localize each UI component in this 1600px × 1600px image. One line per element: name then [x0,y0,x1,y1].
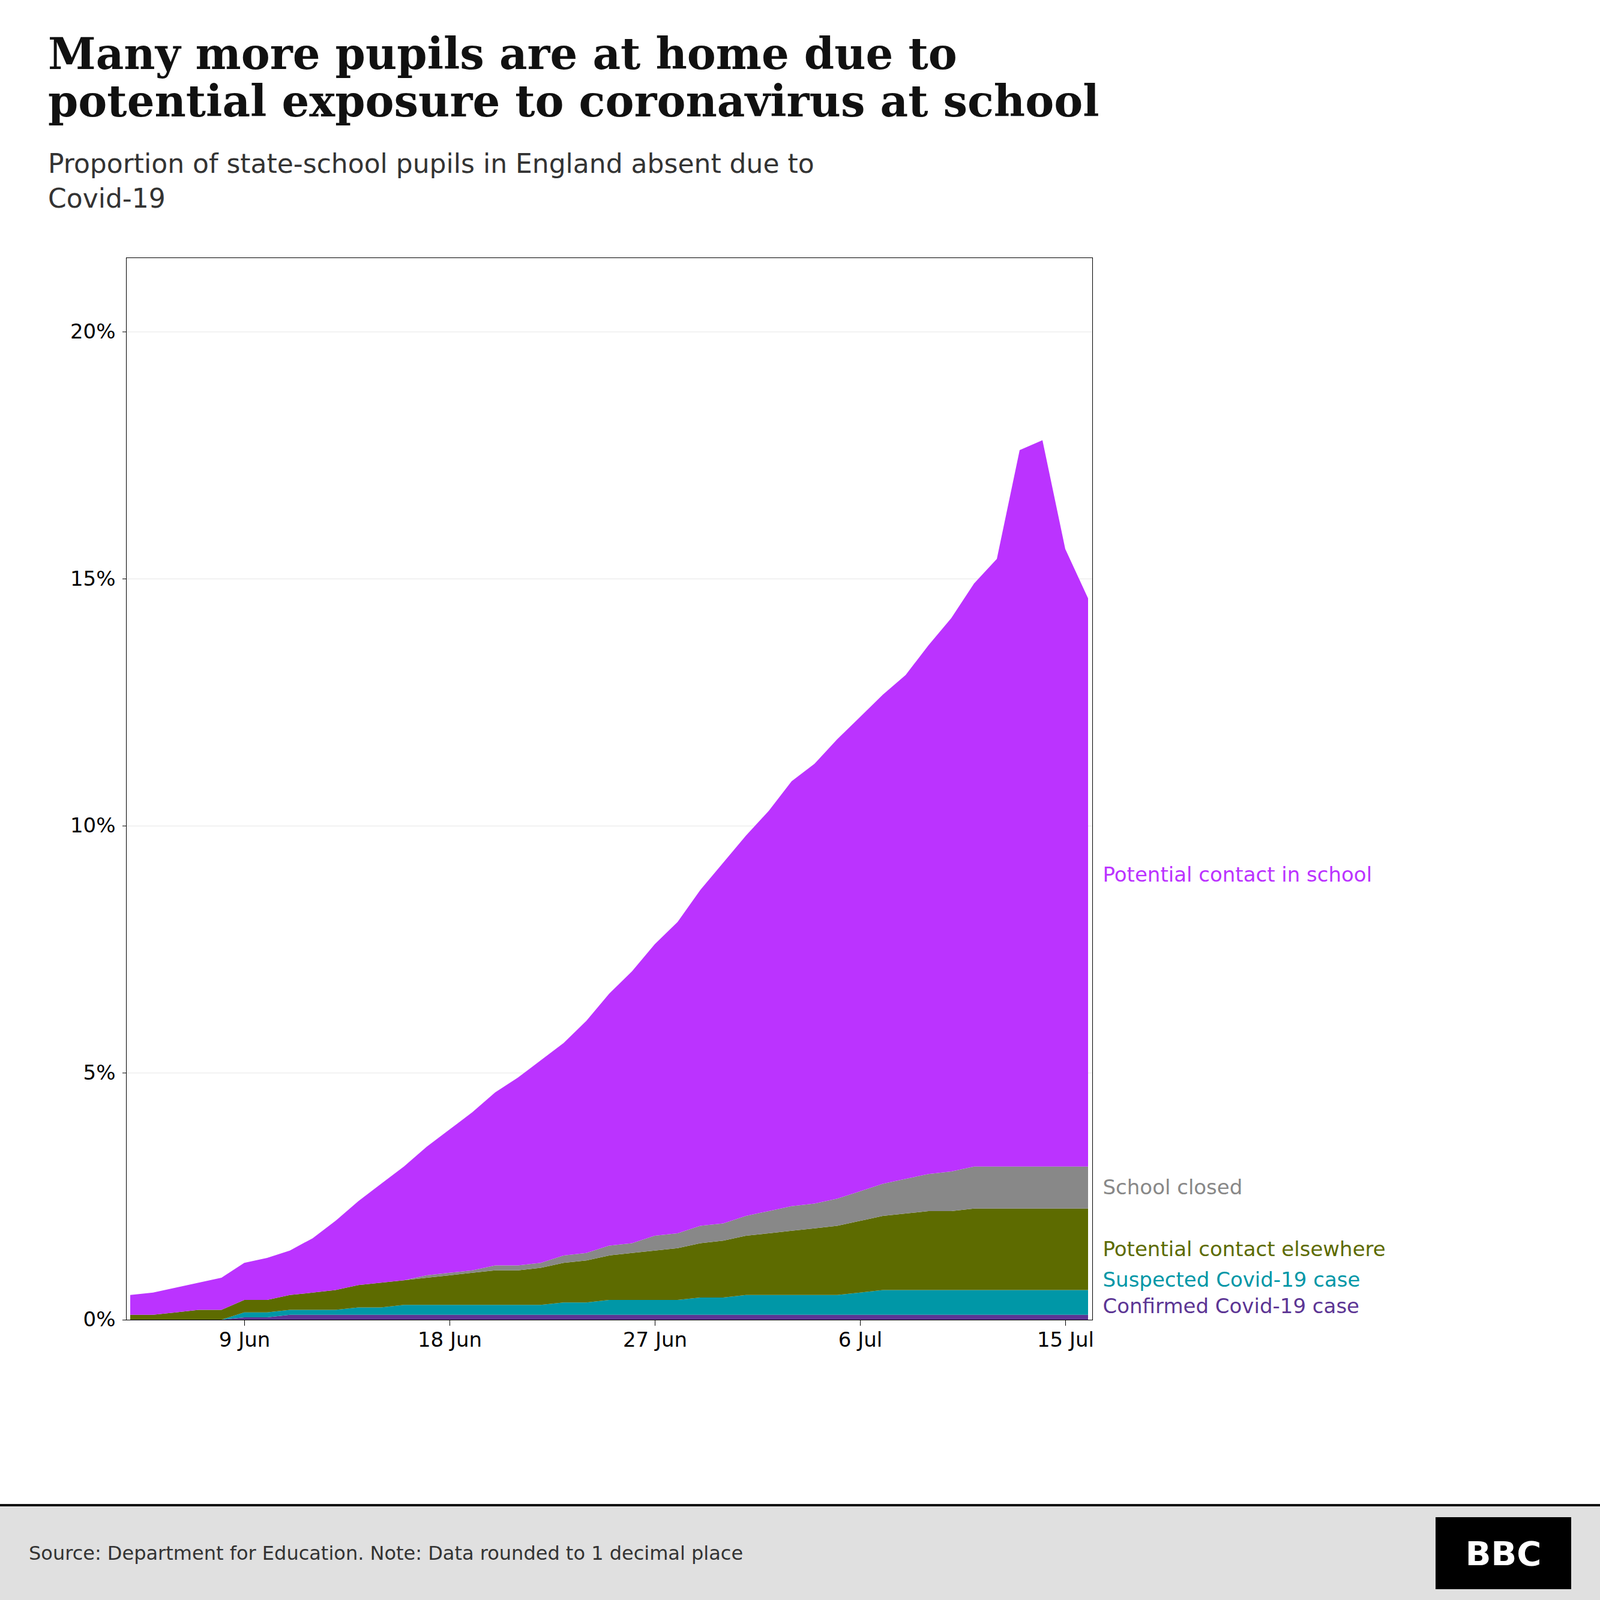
svg-text:18 Jun: 18 Jun [417,1326,482,1351]
svg-text:School closed: School closed [1103,1175,1243,1200]
svg-text:15%: 15% [70,565,116,590]
html-text:Source: Department for Educati: Source: Department for Education. Note: … [28,1541,744,1565]
svg-text:9 Jun: 9 Jun [219,1326,271,1351]
svg-text:27 Jun: 27 Jun [622,1326,688,1351]
svg-text:0%: 0% [83,1307,116,1332]
html-text:Many more pupils are at home d: Many more pupils are at home due to pote… [48,28,1100,127]
html-text:Proportion of state-school pup: Proportion of state-school pupils in Eng… [48,148,815,214]
svg-text:Potential contact in school: Potential contact in school [1103,862,1373,887]
svg-text:10%: 10% [70,813,116,838]
svg-text:5%: 5% [83,1060,116,1085]
svg-text:Suspected Covid-19 case: Suspected Covid-19 case [1103,1267,1361,1292]
svg-text:15 Jul: 15 Jul [1037,1326,1095,1351]
svg-text:Confirmed Covid-19 case: Confirmed Covid-19 case [1103,1293,1360,1318]
html-text:BBC: BBC [1465,1533,1542,1573]
svg-text:20%: 20% [70,319,116,344]
svg-text:Potential contact elsewhere: Potential contact elsewhere [1103,1236,1386,1261]
svg-text:6 Jul: 6 Jul [838,1326,883,1351]
